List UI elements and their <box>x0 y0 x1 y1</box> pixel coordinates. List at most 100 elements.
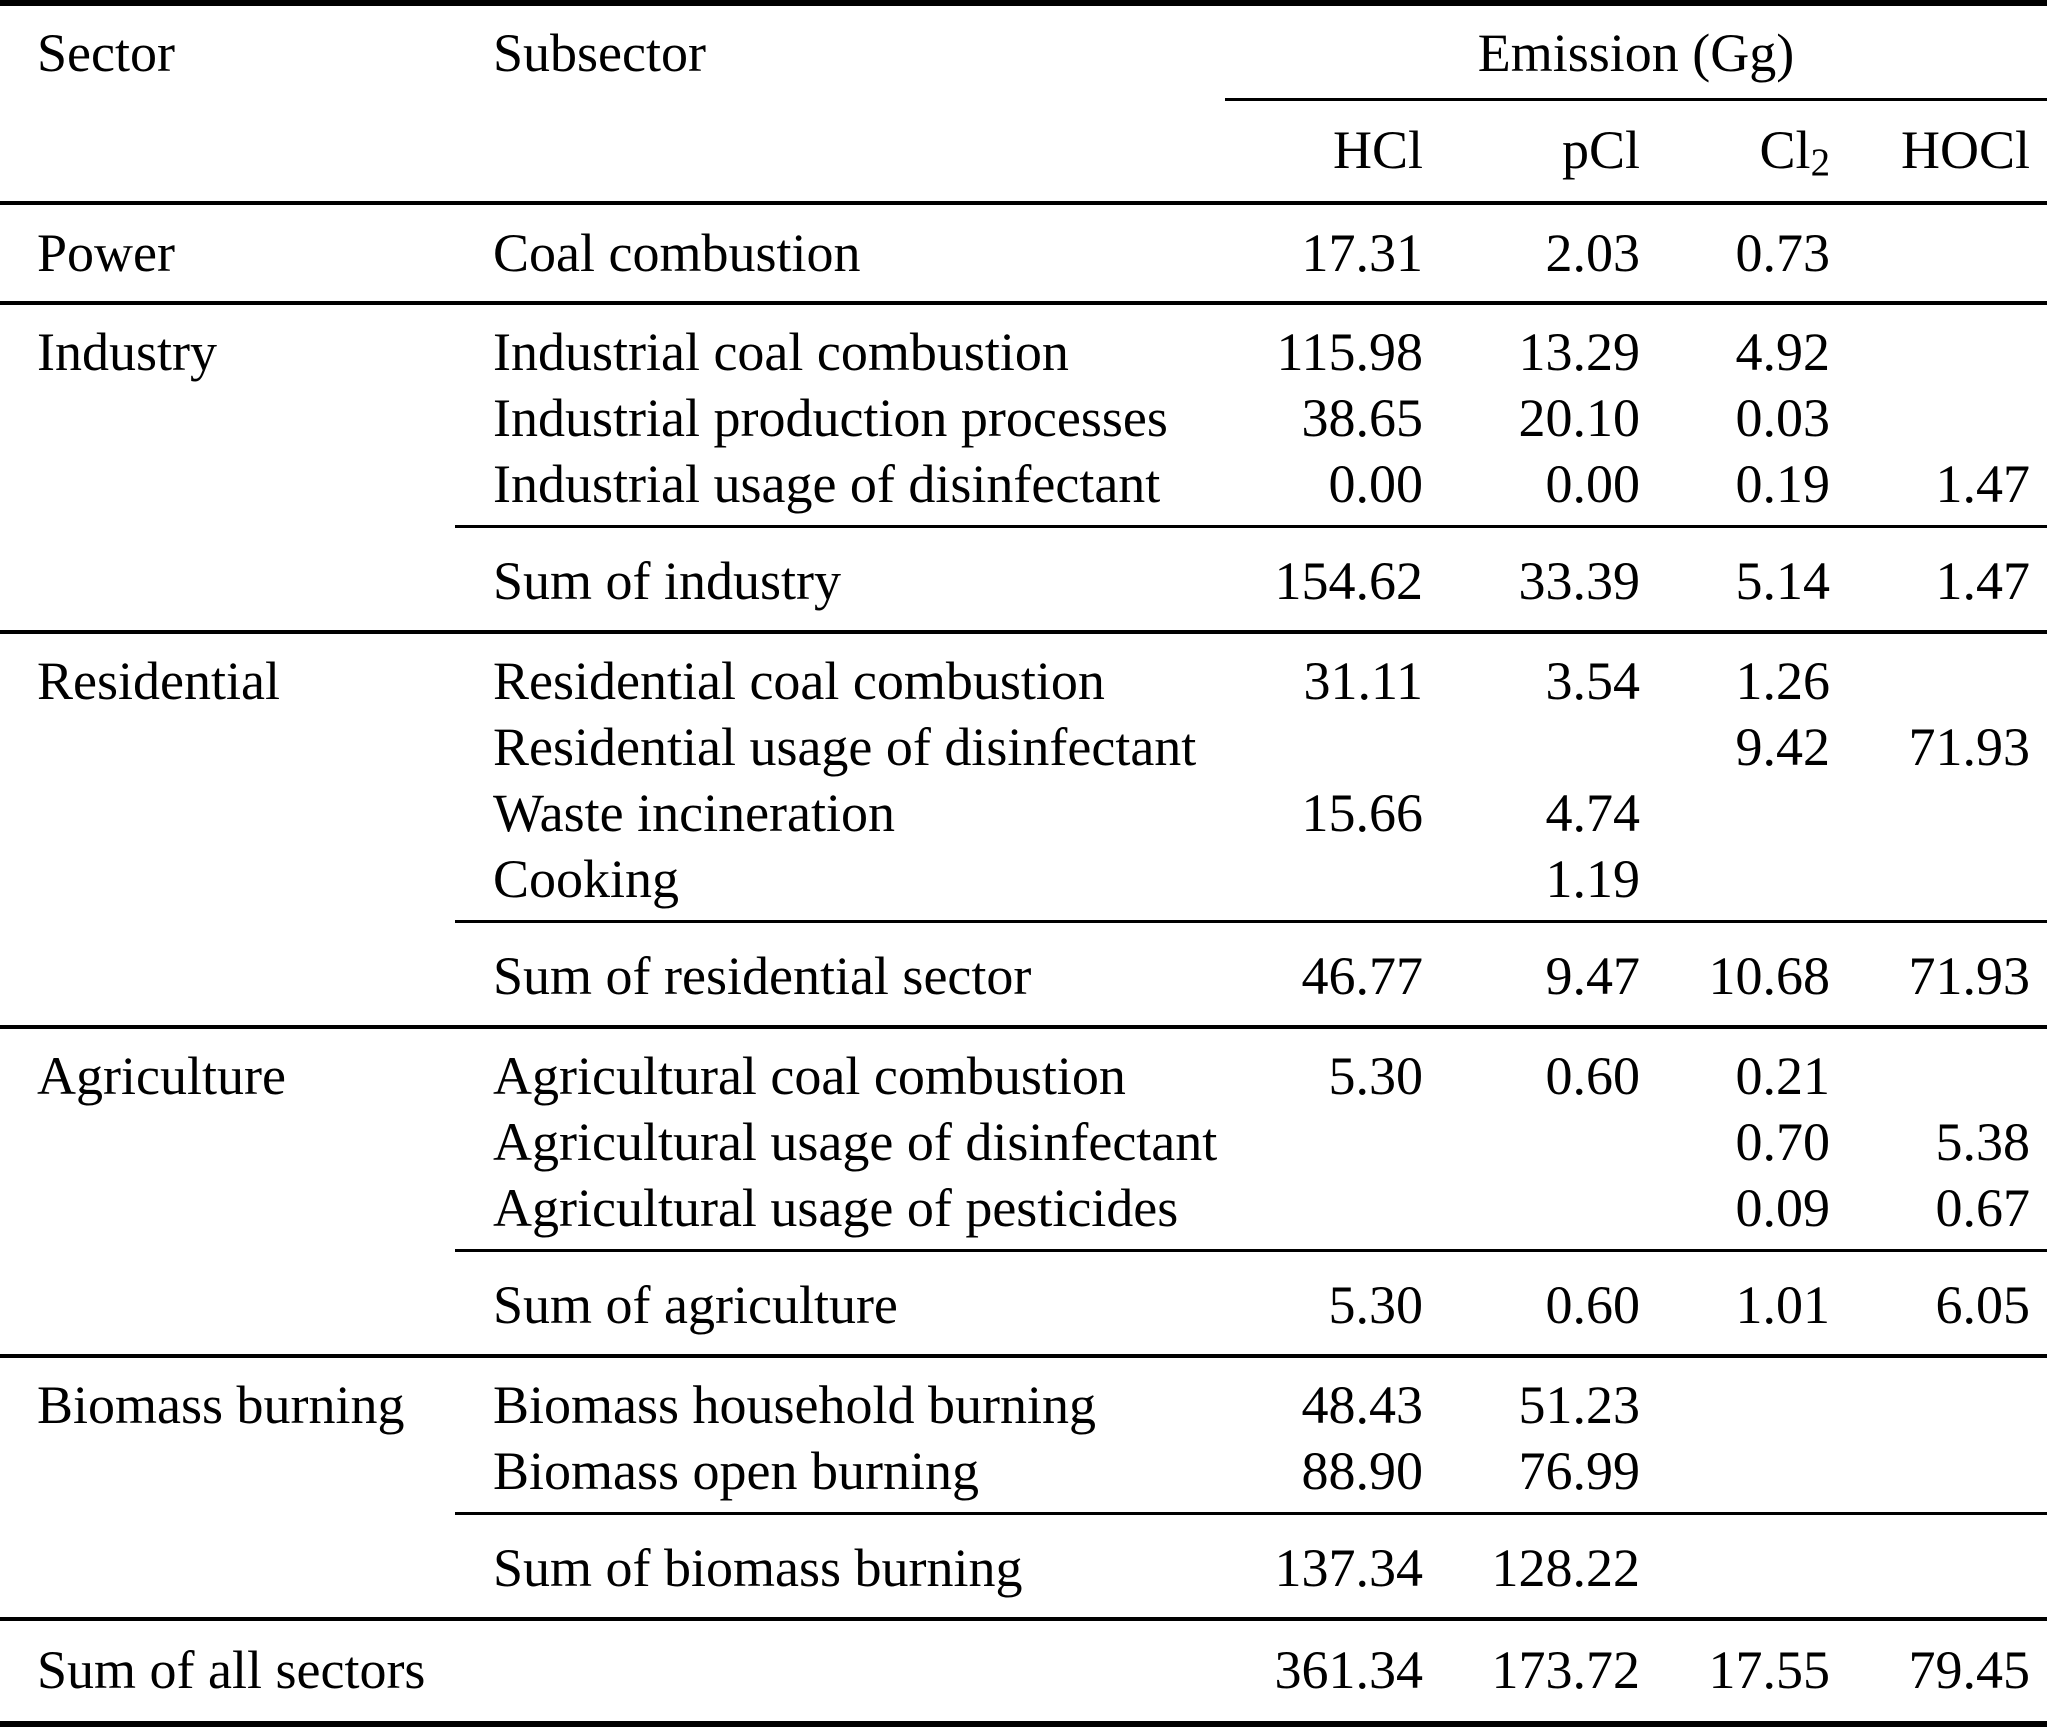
value-cell-cl2: 0.03 <box>1735 388 1831 448</box>
sector-cell-empty <box>0 1109 455 1175</box>
sector-cell: Agriculture <box>37 1046 286 1106</box>
value-cell-pcl: 0.60 <box>1423 1249 1640 1356</box>
value-cell-pcl: 76.99 <box>1518 1441 1641 1501</box>
sector-cell-empty <box>0 922 455 1028</box>
value-cell-cl2: 0.21 <box>1735 1046 1831 1106</box>
section-residential: Residential Residential coal combustion … <box>0 632 2047 1027</box>
value-cell-hcl: 31.11 <box>1303 651 1424 711</box>
value-cell-pcl: 9.47 <box>1423 920 1640 1027</box>
table-row: Residential usage of disinfectant 9.42 7… <box>0 714 2047 780</box>
value-cell-hocl: 6.05 <box>1830 1249 2047 1356</box>
subsector-cell: Agricultural coal combustion <box>493 1046 1126 1106</box>
value-cell-hcl <box>1225 1175 1423 1251</box>
value-cell-hocl <box>1830 203 2047 303</box>
column-header-hcl: HCl <box>1225 100 1423 204</box>
value-cell-pcl: 0.60 <box>1545 1046 1641 1106</box>
value-cell-hcl: 5.30 <box>1225 1249 1423 1356</box>
value-cell-pcl: 33.39 <box>1423 525 1640 632</box>
value-cell-cl2: 0.70 <box>1735 1112 1831 1172</box>
column-group-header-emission: Emission (Gg) <box>1225 3 2047 101</box>
subsector-cell: Agricultural usage of disinfectant <box>493 1112 1218 1172</box>
value-cell-hocl <box>1830 1356 2047 1438</box>
total-label-cell: Sum of all sectors <box>37 1640 426 1700</box>
value-cell-hocl: 1.47 <box>1935 454 2031 514</box>
section-industry: Industry Industrial coal combustion 115.… <box>0 303 2047 632</box>
sector-cell: Industry <box>37 322 217 382</box>
table-row: Agricultural usage of disinfectant 0.70 … <box>0 1109 2047 1175</box>
value-cell-pcl: 20.10 <box>1518 388 1641 448</box>
value-cell-hcl: 48.43 <box>1301 1375 1424 1435</box>
subsector-cell: Residential usage of disinfectant <box>493 717 1197 777</box>
value-cell-hocl: 1.47 <box>1830 525 2047 632</box>
column-header-sector: Sector <box>37 23 175 83</box>
section-power: Power Coal combustion 17.31 2.03 0.73 <box>0 203 2047 303</box>
header-spacer <box>0 100 455 204</box>
sum-row: Sum of industry 154.62 33.39 5.14 1.47 <box>0 525 2047 632</box>
value-cell-hcl: 88.90 <box>1301 1441 1424 1501</box>
value-cell-hcl: 38.65 <box>1301 388 1424 448</box>
table-row: Agricultural usage of pesticides 0.09 0.… <box>0 1175 2047 1251</box>
sector-cell-empty <box>0 1251 455 1357</box>
subsector-cell: Industrial usage of disinfectant <box>493 454 1161 514</box>
value-cell-cl2: 0.19 <box>1735 454 1831 514</box>
value-cell-cl2: 5.14 <box>1640 525 1830 632</box>
column-header-subsector: Subsector <box>493 23 706 83</box>
table-row: Industrial usage of disinfectant 0.00 0.… <box>0 451 2047 527</box>
value-cell-cl2: 17.55 <box>1708 1640 1831 1700</box>
species-label: HOCl <box>1900 120 2030 180</box>
subsector-cell: Biomass household burning <box>493 1375 1096 1435</box>
header-spacer <box>455 100 1225 204</box>
value-cell-hocl <box>1830 632 2047 714</box>
table-row: Industrial production processes 38.65 20… <box>0 385 2047 451</box>
subsector-cell: Cooking <box>493 849 680 909</box>
header-row-species: HCl pCl Cl2 HOCl <box>0 100 2047 204</box>
table-row: Biomass open burning 88.90 76.99 <box>0 1438 2047 1514</box>
species-label: HCl <box>1332 120 1423 180</box>
value-cell-pcl <box>1423 1109 1640 1175</box>
value-cell-hocl: 71.93 <box>1908 717 2031 777</box>
value-cell-hcl: 15.66 <box>1301 783 1424 843</box>
value-cell-hcl: 154.62 <box>1225 525 1423 632</box>
subsector-cell: Industrial production processes <box>493 388 1168 448</box>
sum-row: Sum of agriculture 5.30 0.60 1.01 6.05 <box>0 1249 2047 1357</box>
column-header-cl2: Cl2 <box>1640 100 1830 204</box>
value-cell-pcl: 173.72 <box>1491 1640 1641 1700</box>
value-cell-cl2: 1.01 <box>1640 1249 1830 1356</box>
value-cell-hocl: 0.67 <box>1935 1178 2031 1238</box>
sector-cell-empty <box>0 1514 455 1620</box>
value-cell-pcl <box>1423 1175 1640 1251</box>
sector-cell-empty <box>0 451 455 527</box>
header-row-groups: Sector Subsector Emission (Gg) <box>0 3 2047 101</box>
sum-label-cell: Sum of biomass burning <box>455 1512 1225 1619</box>
sector-cell: Power <box>37 223 175 283</box>
table-row: Waste incineration 15.66 4.74 <box>0 780 2047 846</box>
value-cell-cl2: 4.92 <box>1735 322 1831 382</box>
sector-cell-empty <box>0 1438 455 1514</box>
value-cell-hocl: 5.38 <box>1935 1112 2031 1172</box>
table-row: Industry Industrial coal combustion 115.… <box>0 303 2047 385</box>
value-cell-cl2 <box>1640 1438 1830 1514</box>
value-cell-pcl: 51.23 <box>1518 1375 1641 1435</box>
section-total: Sum of all sectors 361.34 173.72 17.55 7… <box>0 1619 2047 1724</box>
value-cell-hcl: 0.00 <box>1328 454 1424 514</box>
column-header-hocl: HOCl <box>1830 100 2047 204</box>
sum-label-cell: Sum of residential sector <box>455 920 1225 1027</box>
value-cell-pcl: 13.29 <box>1518 322 1641 382</box>
sector-cell-empty <box>0 714 455 780</box>
value-cell-hcl <box>1225 714 1423 780</box>
sector-cell-empty <box>0 780 455 846</box>
species-label: pCl <box>1561 120 1640 180</box>
sum-row: Sum of residential sector 46.77 9.47 10.… <box>0 920 2047 1028</box>
section-agriculture: Agriculture Agricultural coal combustion… <box>0 1027 2047 1356</box>
value-cell-hcl: 5.30 <box>1328 1046 1424 1106</box>
section-biomass-burning: Biomass burning Biomass household burnin… <box>0 1356 2047 1619</box>
species-label: Cl <box>1759 120 1811 180</box>
value-cell-hcl: 17.31 <box>1301 223 1424 283</box>
sector-cell: Biomass burning <box>37 1375 405 1435</box>
total-row: Sum of all sectors 361.34 173.72 17.55 7… <box>0 1619 2047 1724</box>
value-cell-pcl: 128.22 <box>1423 1512 1640 1619</box>
value-cell-pcl: 3.54 <box>1545 651 1641 711</box>
value-cell-hcl: 137.34 <box>1225 1512 1423 1619</box>
value-cell-pcl: 4.74 <box>1545 783 1641 843</box>
table-row: Agriculture Agricultural coal combustion… <box>0 1027 2047 1109</box>
